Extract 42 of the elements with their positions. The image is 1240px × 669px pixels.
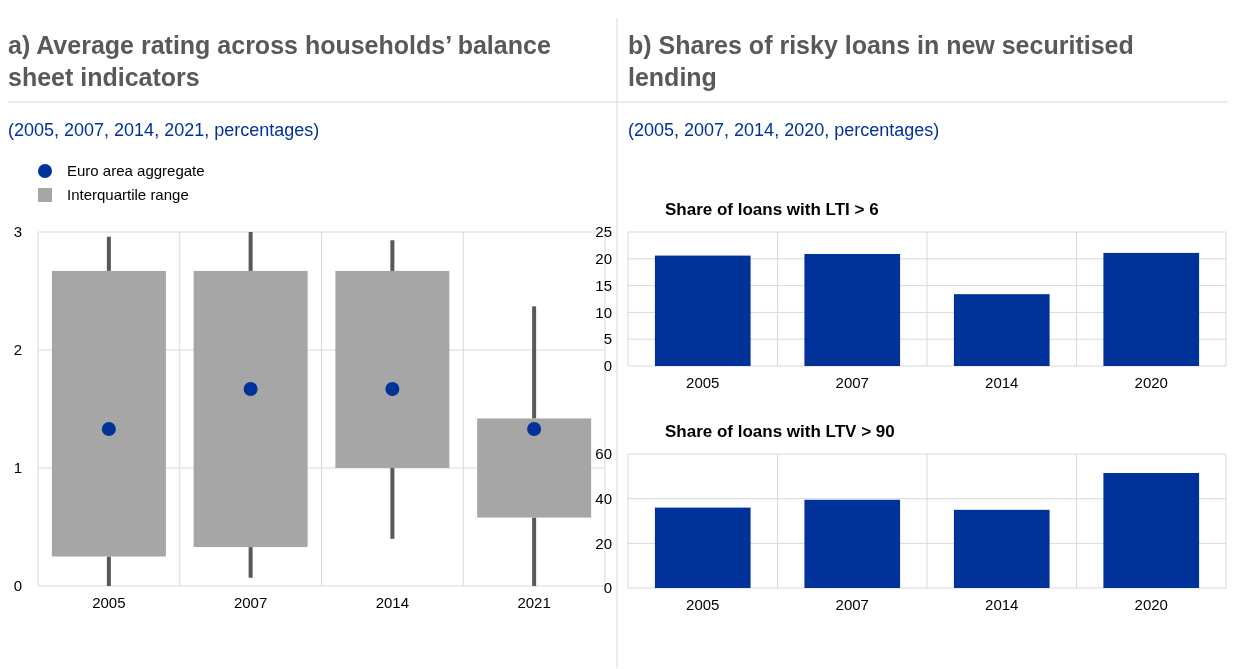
chart-subtitle: (2005, 2007, 2014, 2021, percentages) — [8, 120, 320, 140]
y-tick-label: 2 — [13, 341, 22, 359]
y-tick-label: 15 — [595, 276, 612, 294]
y-tick-label: 0 — [13, 577, 22, 595]
x-tick-label: 2005 — [686, 374, 720, 391]
x-tick-label: 2007 — [835, 374, 869, 391]
bar — [804, 253, 901, 366]
x-tick-label: 2005 — [686, 596, 720, 613]
x-tick-label: 2020 — [1134, 374, 1168, 391]
x-tick-label: 2007 — [233, 594, 268, 611]
x-tick-label: 2014 — [985, 596, 1019, 613]
legend-label: Interquartile range — [67, 186, 189, 204]
bar — [1103, 252, 1200, 366]
legend-label: Euro area aggregate — [67, 162, 205, 180]
chart-title: Share of loans with LTV > 90 — [665, 422, 895, 441]
y-tick-label: 5 — [603, 330, 612, 348]
text: b) Shares of risky loans in new securitised lending — [628, 31, 1134, 91]
x-tick-label: 2021 — [517, 594, 551, 611]
bar — [804, 499, 901, 588]
y-tick-label: 0 — [603, 579, 612, 597]
x-tick-label: 2005 — [92, 594, 126, 611]
y-tick-label: 60 — [595, 445, 612, 463]
chart-title: a) Average rating across households’ balance sheet indicators — [8, 31, 551, 91]
x-tick-label: 2014 — [375, 594, 410, 611]
bar — [953, 509, 1050, 588]
y-tick-label: 25 — [595, 223, 612, 241]
chart-title: Share of loans with LTI > 6 — [665, 200, 879, 219]
text: (2005, 2007, 2014, 2020, percentages) — [628, 120, 940, 140]
y-tick-label: 20 — [595, 534, 612, 552]
bar — [1103, 472, 1200, 588]
y-tick-label: 20 — [595, 250, 612, 268]
y-tick-label: 1 — [13, 459, 22, 477]
y-tick-label: 40 — [595, 489, 612, 507]
x-tick-label: 2007 — [835, 596, 869, 613]
bar — [953, 294, 1050, 366]
bar — [654, 507, 751, 588]
y-tick-label: 10 — [595, 303, 612, 321]
y-tick-label: 0 — [603, 357, 612, 375]
bar — [654, 255, 751, 366]
y-tick-label: 3 — [13, 223, 22, 241]
x-tick-label: 2014 — [985, 374, 1019, 391]
x-tick-label: 2020 — [1134, 596, 1168, 613]
